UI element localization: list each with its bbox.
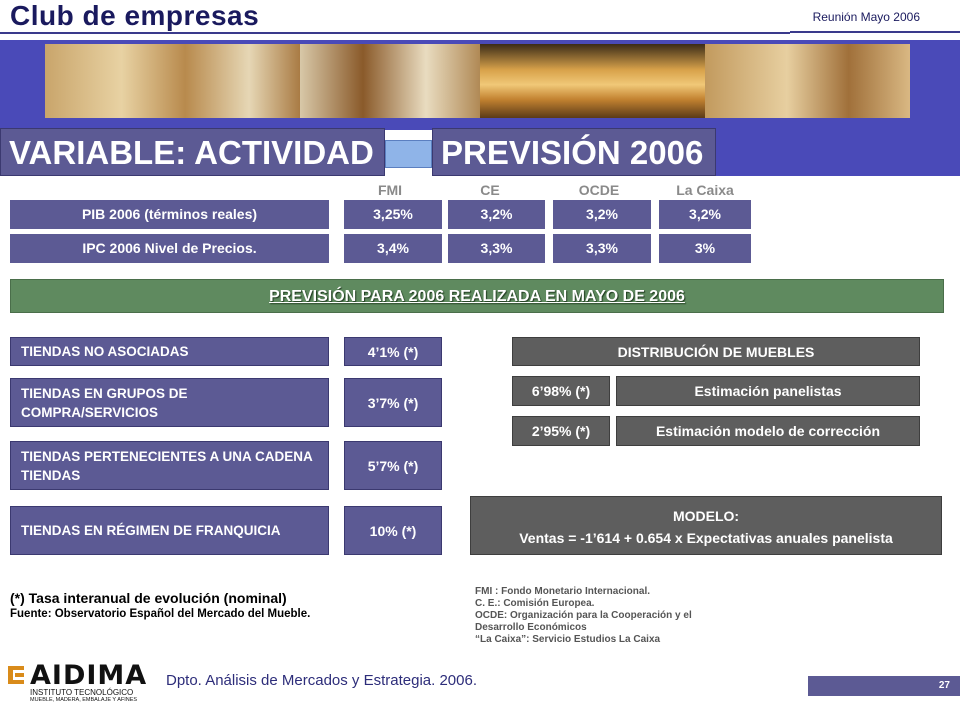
legend-la-caixa: “La Caixa”: Servicio Estudios La Caixa bbox=[475, 634, 661, 645]
row-label-ipc: IPC 2006 Nivel de Precios. bbox=[10, 234, 329, 263]
logo-name: AIDIMA bbox=[30, 660, 148, 691]
model-title: MODELO: bbox=[672, 508, 740, 524]
store-value-non-associated: 4’1% (*) bbox=[344, 337, 442, 366]
abbreviation-legend: FMI : Fondo Monetario Internacional. C. … bbox=[475, 586, 735, 646]
logo-subtitle: INSTITUTO TECNOLÓGICO bbox=[30, 688, 134, 697]
banner-photo-wood bbox=[480, 44, 705, 118]
header-title: Club de empresas bbox=[10, 0, 260, 31]
store-value-chain: 5’7% (*) bbox=[344, 441, 442, 490]
may-forecast-title: PREVISIÓN PARA 2006 REALIZADA EN MAYO DE… bbox=[10, 279, 944, 313]
photo-banner bbox=[0, 40, 960, 130]
header-accent-bar bbox=[790, 31, 960, 40]
logo-tagline: MUEBLE, MADERA, EMBALAJE Y AFINES bbox=[30, 697, 138, 703]
banner-photo-furniture bbox=[300, 44, 480, 118]
cell-pib-ce: 3,2% bbox=[448, 200, 545, 229]
store-type-purchase-groups: TIENDAS EN GRUPOS DE COMPRA/SERVICIOS bbox=[10, 378, 329, 427]
store-value-purchase-groups: 3’7% (*) bbox=[344, 378, 442, 427]
column-header-ce: CE bbox=[480, 182, 500, 198]
section-divider bbox=[385, 140, 432, 168]
banner-photo-interior bbox=[45, 44, 300, 118]
store-type-non-associated: TIENDAS NO ASOCIADAS bbox=[10, 337, 329, 366]
rate-note: (*) Tasa interanual de evolución (nomina… bbox=[10, 590, 287, 606]
distribution-value-correction: 2’95% (*) bbox=[512, 416, 610, 446]
row-label-pib: PIB 2006 (términos reales) bbox=[10, 200, 329, 229]
store-type-chain: TIENDAS PERTENECIENTES A UNA CADENA TIEN… bbox=[10, 441, 329, 490]
cell-ipc-ocde: 3,3% bbox=[553, 234, 651, 263]
cell-pib-la-caixa: 3,2% bbox=[659, 200, 751, 229]
column-header-ocde: OCDE bbox=[578, 182, 620, 198]
column-header-fmi: FMI bbox=[377, 182, 403, 198]
legend-ce: C. E.: Comisión Europea. bbox=[475, 598, 595, 609]
column-header-la-caixa: La Caixa bbox=[676, 182, 734, 198]
page-number: 27 bbox=[808, 676, 960, 696]
model-formula: Ventas = -1’614 + 0.654 x Expectativas a… bbox=[519, 530, 893, 546]
distribution-label-correction: Estimación modelo de corrección bbox=[616, 416, 920, 446]
legend-fmi: FMI : Fondo Monetario Internacional. bbox=[475, 586, 650, 597]
footer-department: Dpto. Análisis de Mercados y Estrategia.… bbox=[166, 672, 478, 689]
aidima-logo-icon bbox=[8, 666, 24, 684]
section-title-activity: VARIABLE: ACTIVIDAD bbox=[0, 128, 385, 176]
cell-ipc-fmi: 3,4% bbox=[344, 234, 442, 263]
banner-photo-room bbox=[705, 44, 910, 118]
cell-pib-ocde: 3,2% bbox=[553, 200, 651, 229]
section-side-bar bbox=[716, 128, 960, 176]
source-note: Fuente: Observatorio Español del Mercado… bbox=[10, 608, 311, 620]
model-box: MODELO: Ventas = -1’614 + 0.654 x Expect… bbox=[470, 496, 942, 555]
cell-ipc-la-caixa: 3% bbox=[659, 234, 751, 263]
store-type-franchise: TIENDAS EN RÉGIMEN DE FRANQUICIA bbox=[10, 506, 329, 555]
meeting-label: Reunión Mayo 2006 bbox=[812, 10, 920, 24]
store-value-franchise: 10% (*) bbox=[344, 506, 442, 555]
legend-ocde: OCDE: Organización para la Cooperación y… bbox=[475, 610, 692, 633]
header-rule bbox=[0, 32, 960, 34]
distribution-title: DISTRIBUCIÓN DE MUEBLES bbox=[512, 337, 920, 366]
section-title-forecast: PREVISIÓN 2006 bbox=[432, 128, 716, 176]
distribution-label-panelists: Estimación panelistas bbox=[616, 376, 920, 406]
cell-pib-fmi: 3,25% bbox=[344, 200, 442, 229]
cell-ipc-ce: 3,3% bbox=[448, 234, 545, 263]
distribution-value-panelists: 6’98% (*) bbox=[512, 376, 610, 406]
